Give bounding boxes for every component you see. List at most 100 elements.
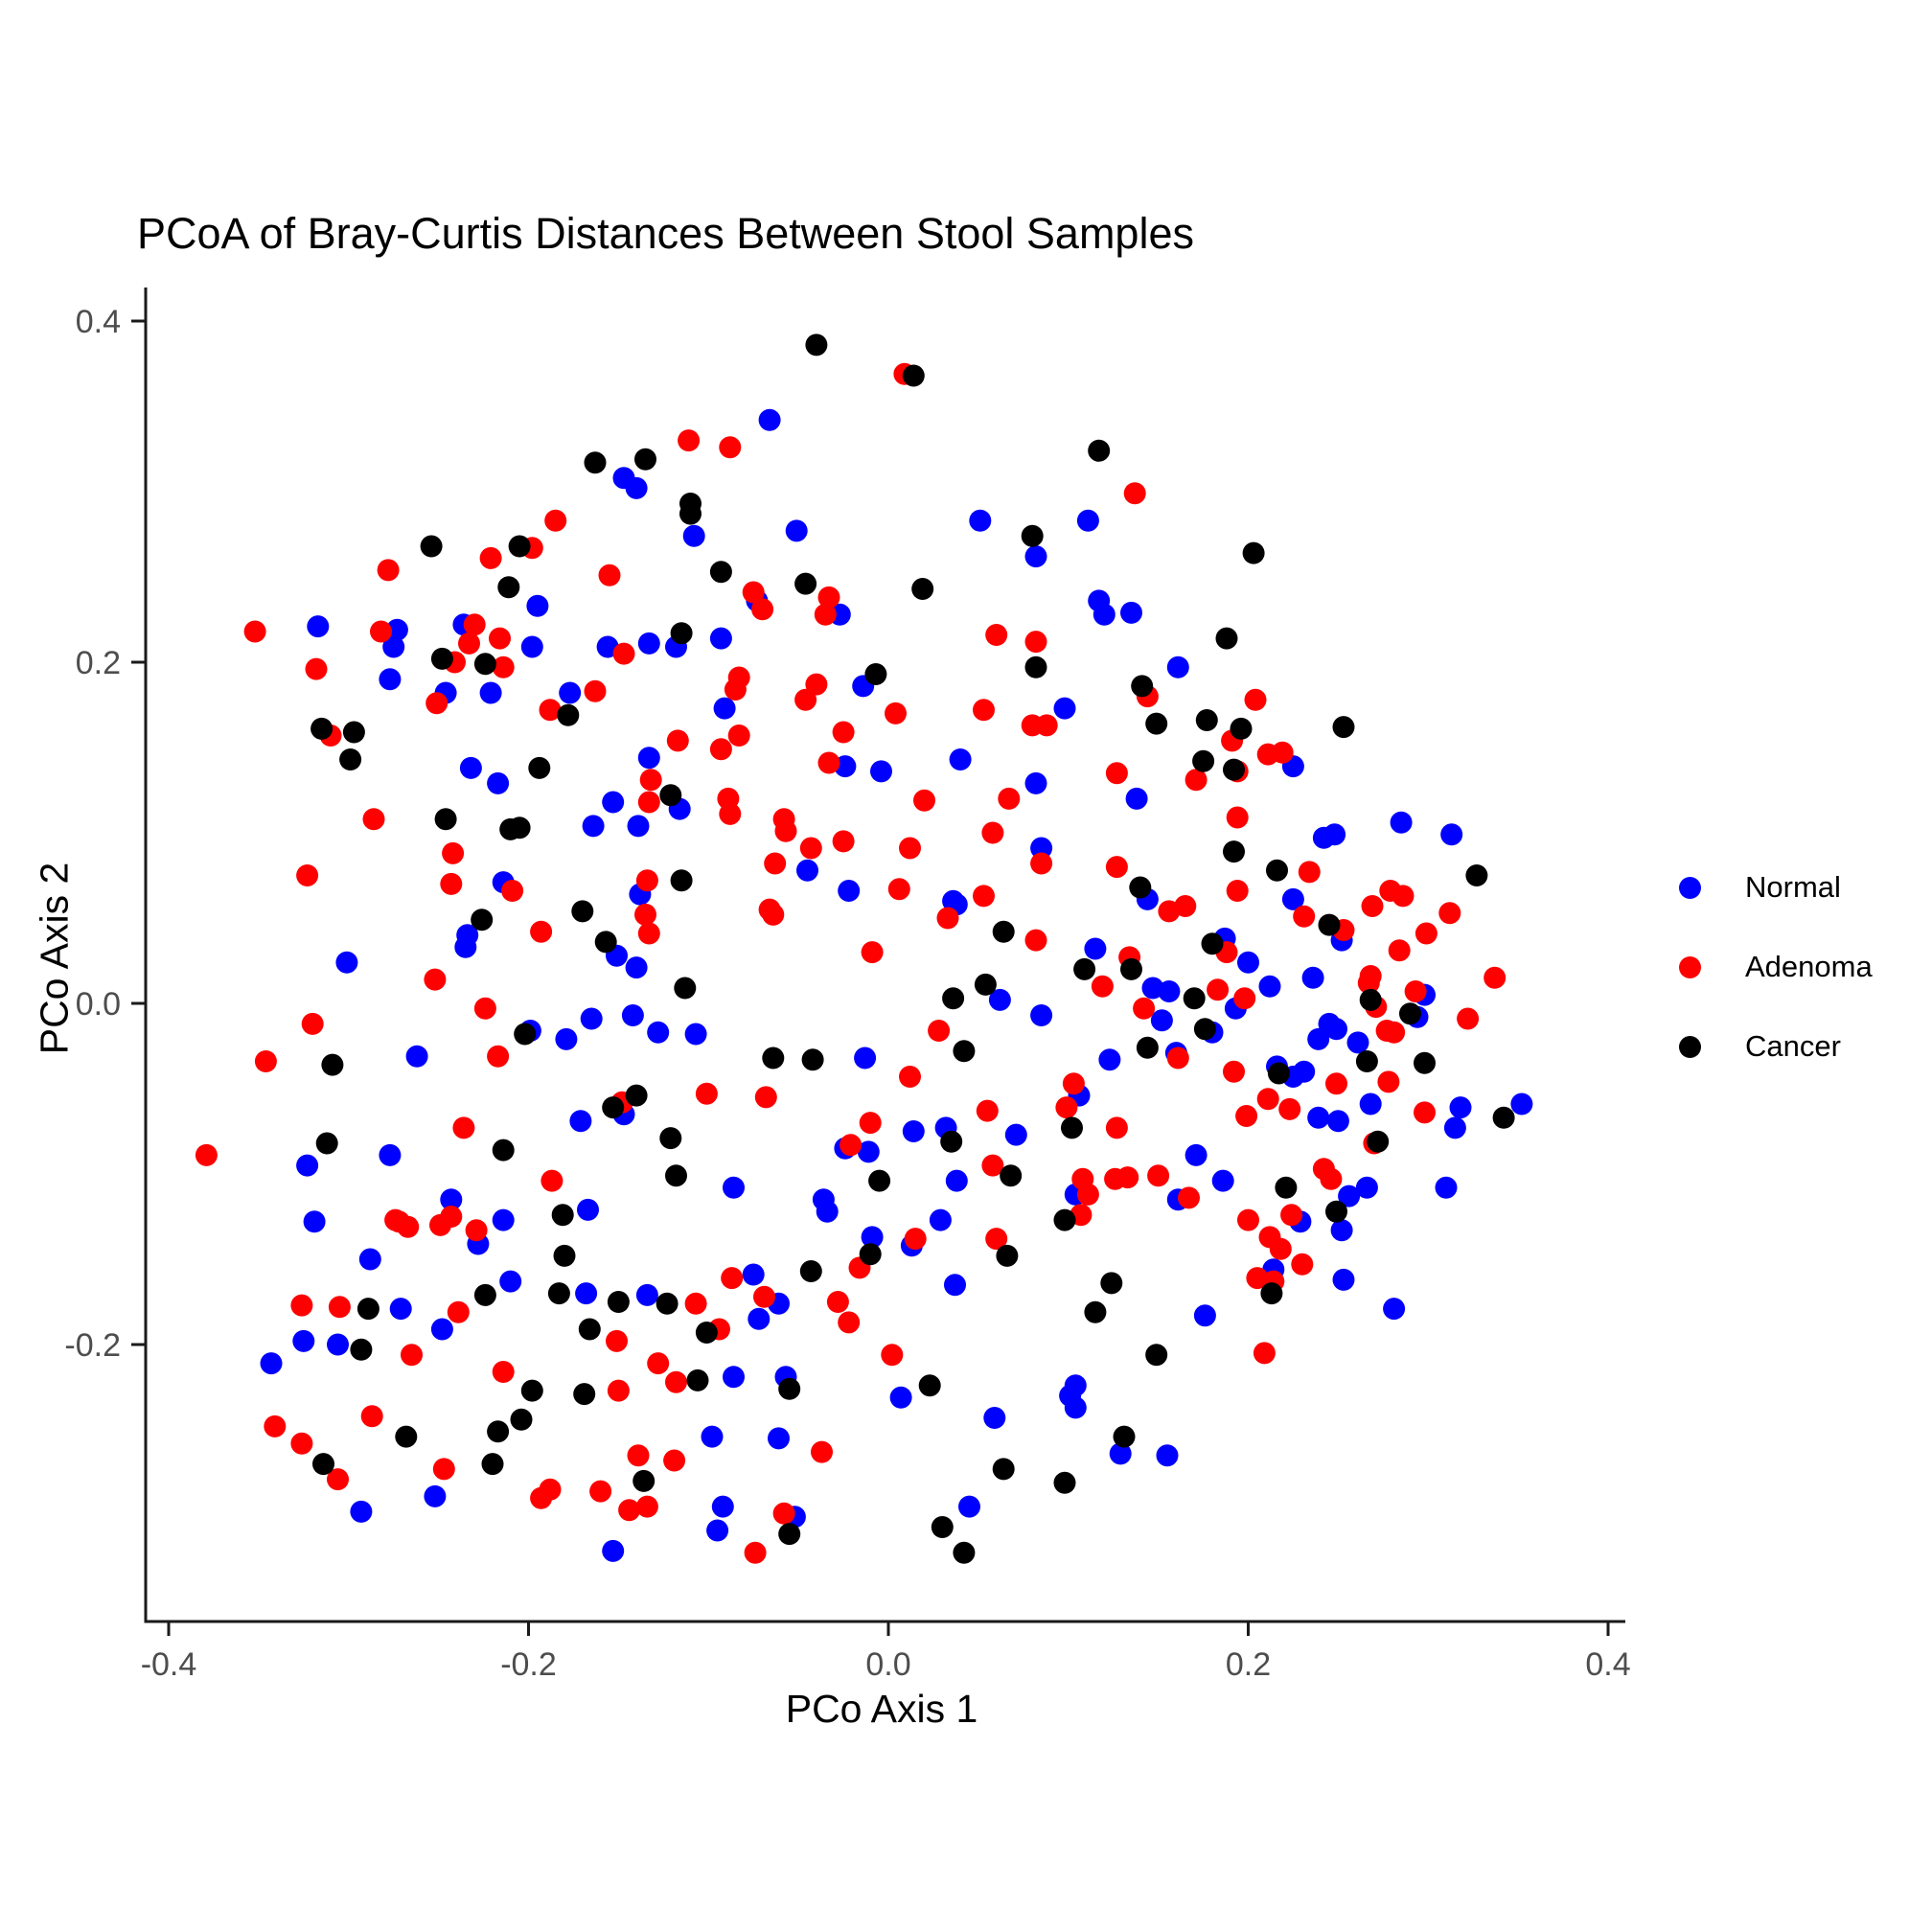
data-point-normal: [1307, 1106, 1330, 1129]
data-point-adenoma: [751, 598, 774, 621]
data-point-cancer: [471, 908, 494, 932]
data-point-normal: [580, 1007, 603, 1030]
data-point-normal: [929, 1208, 952, 1231]
data-point-adenoma: [627, 1444, 650, 1467]
data-point-cancer: [1136, 1036, 1159, 1059]
data-point-adenoma: [440, 1206, 463, 1228]
data-point-normal: [1092, 603, 1116, 626]
data-point-cancer: [1260, 1282, 1283, 1305]
data-point-cancer: [974, 973, 997, 996]
data-point-cancer: [1024, 656, 1047, 678]
data-point-cancer: [625, 1084, 648, 1107]
data-point-cancer: [656, 1292, 678, 1315]
data-point-cancer: [942, 987, 965, 1010]
data-point-cancer: [1275, 1176, 1298, 1199]
data-point-normal: [520, 635, 543, 658]
data-point-cancer: [1201, 932, 1224, 955]
data-point-normal: [785, 519, 808, 542]
y-tick-label: 0.0: [76, 986, 121, 1023]
data-point-adenoma: [753, 1285, 775, 1308]
data-point-cancer: [902, 364, 925, 387]
data-point-normal: [1281, 887, 1304, 910]
data-point-normal: [742, 1263, 765, 1286]
data-point-cancer: [1113, 1425, 1136, 1448]
data-point-cancer: [864, 663, 887, 685]
data-point-adenoma: [489, 627, 511, 650]
data-point-normal: [440, 1188, 463, 1211]
data-point-cancer: [670, 869, 693, 892]
data-point-cancer: [1223, 840, 1245, 863]
data-point-normal: [1332, 1268, 1355, 1291]
data-point-adenoma: [817, 586, 840, 609]
data-point-adenoma: [1291, 1253, 1314, 1276]
data-point-adenoma: [861, 941, 884, 964]
data-point-adenoma: [973, 885, 995, 908]
data-point-cancer: [473, 653, 496, 676]
data-point-cancer: [1100, 1272, 1123, 1295]
data-point-cancer: [551, 1204, 574, 1227]
data-point-normal: [335, 951, 358, 974]
data-point-adenoma: [774, 819, 797, 842]
data-point-adenoma: [607, 1379, 630, 1402]
data-point-cancer: [1088, 439, 1111, 462]
data-point-cancer: [992, 920, 1015, 943]
data-point-normal: [1156, 1444, 1179, 1467]
legend: Normal Adenoma Cancer: [1679, 870, 1873, 1064]
data-point-adenoma: [1133, 997, 1156, 1020]
data-point-cancer: [497, 576, 520, 599]
data-point-normal: [1237, 951, 1259, 974]
data-point-adenoma: [254, 1050, 277, 1072]
data-point-adenoma: [754, 1086, 777, 1109]
data-point-cancer: [1367, 1130, 1390, 1153]
data-point-normal: [487, 771, 510, 794]
data-point-normal: [327, 1333, 349, 1356]
data-point-adenoma: [487, 1045, 510, 1068]
data-point-adenoma: [635, 869, 658, 892]
data-point-cancer: [510, 1408, 533, 1431]
data-point-adenoma: [838, 1311, 861, 1334]
data-point-adenoma: [1233, 987, 1256, 1010]
data-point-adenoma: [530, 1486, 553, 1509]
data-point-cancer: [1053, 1208, 1076, 1231]
data-point-cancer: [1266, 859, 1288, 882]
data-point-adenoma: [479, 546, 502, 569]
data-point-adenoma: [637, 922, 660, 945]
data-point-normal: [569, 1110, 592, 1133]
data-point-adenoma: [666, 729, 689, 752]
data-point-adenoma: [709, 738, 732, 761]
data-point-normal: [969, 509, 992, 532]
data-point-cancer: [911, 578, 934, 600]
data-point-cancer: [350, 1338, 373, 1361]
data-point-adenoma: [397, 1215, 420, 1238]
data-point-adenoma: [719, 802, 742, 825]
data-point-cancer: [508, 535, 531, 558]
data-point-adenoma: [305, 657, 328, 680]
data-point-normal: [1326, 1110, 1349, 1133]
data-point-normal: [1084, 937, 1107, 960]
data-point-adenoma: [362, 808, 385, 831]
data-point-cancer: [315, 1132, 338, 1155]
data-point-cancer: [799, 1260, 822, 1282]
data-point-adenoma: [1091, 975, 1114, 998]
data-point-normal: [1098, 1048, 1121, 1071]
data-point-adenoma: [1414, 922, 1438, 945]
data-point-normal: [1383, 1298, 1406, 1321]
data-point-adenoma: [1414, 1101, 1436, 1124]
data-point-normal: [945, 1169, 968, 1192]
data-point-cancer: [573, 1383, 596, 1406]
legend-dot-adenoma: [1679, 955, 1701, 978]
data-point-adenoma: [370, 620, 392, 643]
data-point-adenoma: [985, 624, 1008, 646]
data-point-normal: [260, 1352, 283, 1375]
data-point-cancer: [1215, 627, 1238, 650]
data-point-normal: [988, 988, 1011, 1011]
data-point-normal: [1193, 1304, 1216, 1327]
data-point-adenoma: [1184, 769, 1208, 792]
data-point-normal: [861, 1226, 884, 1249]
data-point-normal: [1024, 545, 1047, 568]
data-point-adenoma: [492, 656, 515, 678]
data-point-normal: [1030, 837, 1053, 860]
data-point-normal: [647, 1021, 670, 1044]
data-point-cancer: [665, 1164, 687, 1187]
data-point-cancer: [709, 561, 732, 584]
